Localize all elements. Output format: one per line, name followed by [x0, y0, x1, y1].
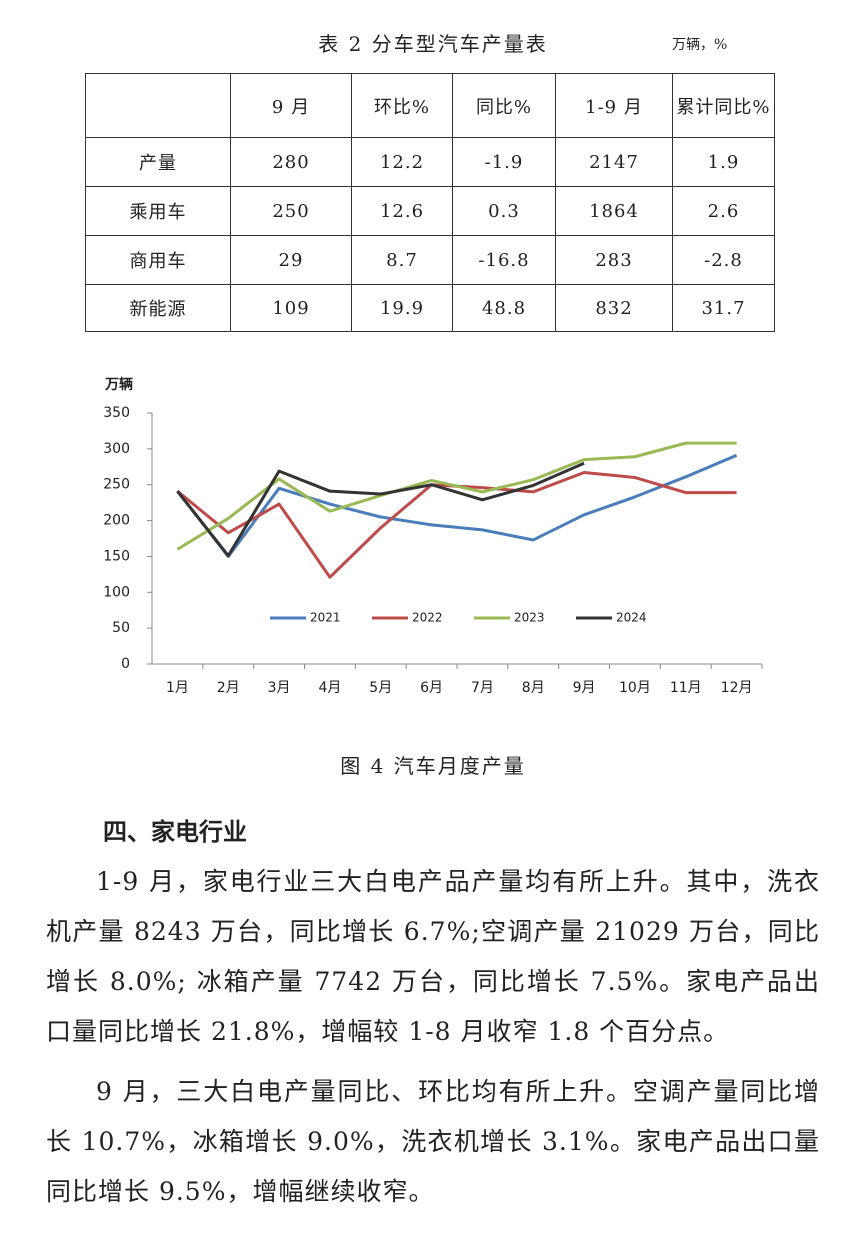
x-tick-label: 3月 [268, 680, 291, 696]
table-row: 新能源 109 19.9 48.8 832 31.7 [85, 284, 775, 332]
header-cell: 9 月 [230, 73, 352, 138]
table-cell: 832 [555, 284, 673, 332]
legend-label: 2021 [310, 611, 341, 625]
row-label: 商用车 [85, 235, 231, 285]
table-unit: 万辆，% [672, 37, 728, 53]
x-tick-label: 11月 [670, 680, 702, 696]
y-tick-label: 250 [103, 477, 130, 493]
table-cell: 2.6 [672, 186, 775, 236]
row-label: 乘用车 [85, 186, 231, 236]
table-row: 商用车 29 8.7 -16.8 283 -2.8 [85, 235, 775, 285]
table-cell: 19.9 [351, 284, 453, 332]
legend-label: 2024 [616, 611, 647, 625]
table-row: 乘用车 250 12.6 0.3 1864 2.6 [85, 186, 775, 236]
series-line [176, 441, 737, 551]
y-tick-label: 100 [103, 584, 130, 600]
table-row: 9 月环比% 同比% 1-9 月累计同比% [85, 73, 775, 138]
table-cell: 2147 [555, 137, 673, 187]
legend-label: 2022 [412, 611, 443, 625]
table-cell: 283 [555, 235, 673, 285]
y-axis-label: 万辆 [104, 376, 133, 393]
header-cell: 累计同比% [672, 73, 775, 138]
table-cell: -2.8 [672, 235, 775, 285]
x-tick-label: 8月 [522, 680, 545, 696]
x-tick-label: 7月 [471, 680, 494, 696]
legend-label: 2023 [514, 611, 545, 625]
x-tick-label: 10月 [619, 680, 651, 696]
x-tick-label: 5月 [369, 680, 392, 696]
table-cell: 280 [230, 137, 352, 187]
series-line [176, 461, 585, 558]
table-row: 产量 280 12.2 -1.9 2147 1.9 [85, 137, 775, 187]
x-tick-label: 2月 [217, 680, 240, 696]
y-tick-label: 300 [103, 441, 130, 457]
table-cell: 29 [230, 235, 352, 285]
section-heading: 四、家电行业 [103, 818, 247, 846]
table-cell: 1864 [555, 186, 673, 236]
x-tick-label: 9月 [573, 680, 596, 696]
table: 9 月环比% 同比% 1-9 月累计同比% 产量 280 12.2 -1.9 2147 1.9 乘… [85, 73, 775, 332]
table-cell: 0.3 [452, 186, 556, 236]
y-tick-label: 50 [112, 620, 130, 636]
header-cell: 1-9 月 [555, 73, 673, 138]
paragraph: 9 月，三大白电产量同比、环比均有所上升。空调产量同比增长 10.7%，冰箱增长… [46, 1077, 820, 1206]
row-label: 产量 [85, 137, 231, 187]
y-tick-label: 150 [103, 548, 130, 564]
row-label: 新能源 [85, 284, 231, 332]
table-cell: 48.8 [452, 284, 556, 332]
table-cell: 31.7 [672, 284, 775, 332]
y-tick-label: 350 [103, 405, 130, 421]
chart: 万辆 0 50 100 150 200 250 300 350 1月 2月 3月 4月 5月 6月 7月 8月… [103, 376, 763, 696]
table-corner [85, 73, 231, 138]
series-line [176, 471, 737, 579]
table-cell: 109 [230, 284, 352, 332]
series-line [176, 453, 738, 558]
y-tick-label: 0 [121, 656, 130, 672]
table-cell: 12.6 [351, 186, 453, 236]
paragraph: 1-9 月，家电行业三大白电产品产量均有所上升。其中，洗衣机产量 8243 万台… [46, 867, 820, 1046]
table-cell: 12.2 [351, 137, 453, 187]
figure-caption: 图 4 汽车月度产量 [340, 754, 526, 778]
x-tick-label: 6月 [420, 680, 443, 696]
table-cell: -16.8 [452, 235, 556, 285]
x-tick-label: 4月 [318, 680, 341, 696]
table-cell: 8.7 [351, 235, 453, 285]
table-cell: 250 [230, 186, 352, 236]
y-tick-label: 200 [103, 513, 130, 529]
table-cell: -1.9 [452, 137, 556, 187]
header-cell: 同比% [452, 73, 556, 138]
x-tick-label: 12月 [721, 680, 753, 696]
header-cell: 环比% [351, 73, 453, 138]
table-cell: 1.9 [672, 137, 775, 187]
table-title: 表 2 分车型汽车产量表 [318, 32, 548, 56]
x-tick-label: 1月 [166, 680, 189, 696]
